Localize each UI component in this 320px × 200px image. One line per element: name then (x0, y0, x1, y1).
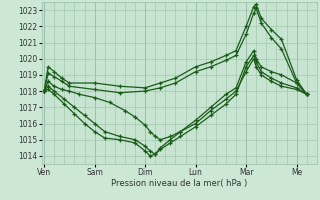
X-axis label: Pression niveau de la mer( hPa ): Pression niveau de la mer( hPa ) (111, 179, 247, 188)
